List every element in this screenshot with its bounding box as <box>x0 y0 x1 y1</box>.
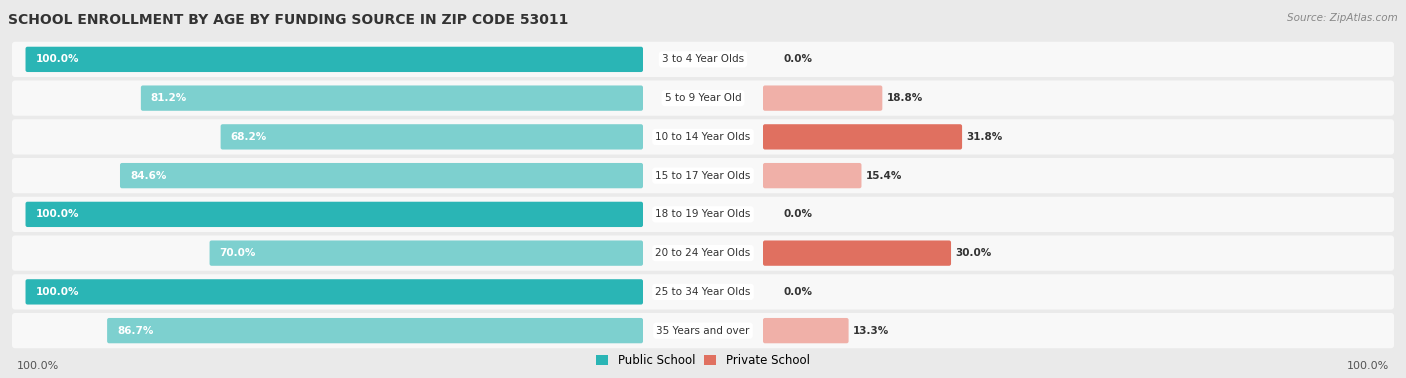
FancyBboxPatch shape <box>763 85 883 111</box>
Text: 100.0%: 100.0% <box>17 361 59 371</box>
FancyBboxPatch shape <box>13 274 1393 310</box>
Text: SCHOOL ENROLLMENT BY AGE BY FUNDING SOURCE IN ZIP CODE 53011: SCHOOL ENROLLMENT BY AGE BY FUNDING SOUR… <box>8 13 568 27</box>
FancyBboxPatch shape <box>763 318 849 343</box>
FancyBboxPatch shape <box>13 313 1393 348</box>
Text: 100.0%: 100.0% <box>1347 361 1389 371</box>
FancyBboxPatch shape <box>13 235 1393 271</box>
Text: 5 to 9 Year Old: 5 to 9 Year Old <box>665 93 741 103</box>
Text: 84.6%: 84.6% <box>129 170 166 181</box>
Text: 20 to 24 Year Olds: 20 to 24 Year Olds <box>655 248 751 258</box>
FancyBboxPatch shape <box>25 279 643 305</box>
FancyBboxPatch shape <box>25 47 643 72</box>
Text: 35 Years and over: 35 Years and over <box>657 325 749 336</box>
Text: 0.0%: 0.0% <box>785 54 813 64</box>
Text: 81.2%: 81.2% <box>150 93 187 103</box>
Text: 30.0%: 30.0% <box>955 248 991 258</box>
FancyBboxPatch shape <box>763 124 962 150</box>
Text: 18.8%: 18.8% <box>886 93 922 103</box>
FancyBboxPatch shape <box>141 85 643 111</box>
Text: 0.0%: 0.0% <box>785 287 813 297</box>
FancyBboxPatch shape <box>13 119 1393 155</box>
Text: 15 to 17 Year Olds: 15 to 17 Year Olds <box>655 170 751 181</box>
Text: 31.8%: 31.8% <box>966 132 1002 142</box>
FancyBboxPatch shape <box>13 158 1393 193</box>
Text: 0.0%: 0.0% <box>785 209 813 219</box>
Text: 68.2%: 68.2% <box>231 132 267 142</box>
Text: Source: ZipAtlas.com: Source: ZipAtlas.com <box>1288 13 1398 23</box>
Text: 15.4%: 15.4% <box>866 170 901 181</box>
Text: 70.0%: 70.0% <box>219 248 256 258</box>
FancyBboxPatch shape <box>13 197 1393 232</box>
Text: 18 to 19 Year Olds: 18 to 19 Year Olds <box>655 209 751 219</box>
Text: 86.7%: 86.7% <box>117 325 153 336</box>
Legend: Public School, Private School: Public School, Private School <box>592 350 814 372</box>
Text: 100.0%: 100.0% <box>35 209 79 219</box>
Text: 100.0%: 100.0% <box>35 54 79 64</box>
FancyBboxPatch shape <box>13 81 1393 116</box>
FancyBboxPatch shape <box>763 163 862 188</box>
FancyBboxPatch shape <box>25 202 643 227</box>
Text: 13.3%: 13.3% <box>852 325 889 336</box>
FancyBboxPatch shape <box>209 240 643 266</box>
FancyBboxPatch shape <box>221 124 643 150</box>
Text: 10 to 14 Year Olds: 10 to 14 Year Olds <box>655 132 751 142</box>
Text: 25 to 34 Year Olds: 25 to 34 Year Olds <box>655 287 751 297</box>
FancyBboxPatch shape <box>107 318 643 343</box>
Text: 3 to 4 Year Olds: 3 to 4 Year Olds <box>662 54 744 64</box>
FancyBboxPatch shape <box>763 240 950 266</box>
Text: 100.0%: 100.0% <box>35 287 79 297</box>
FancyBboxPatch shape <box>13 42 1393 77</box>
FancyBboxPatch shape <box>120 163 643 188</box>
